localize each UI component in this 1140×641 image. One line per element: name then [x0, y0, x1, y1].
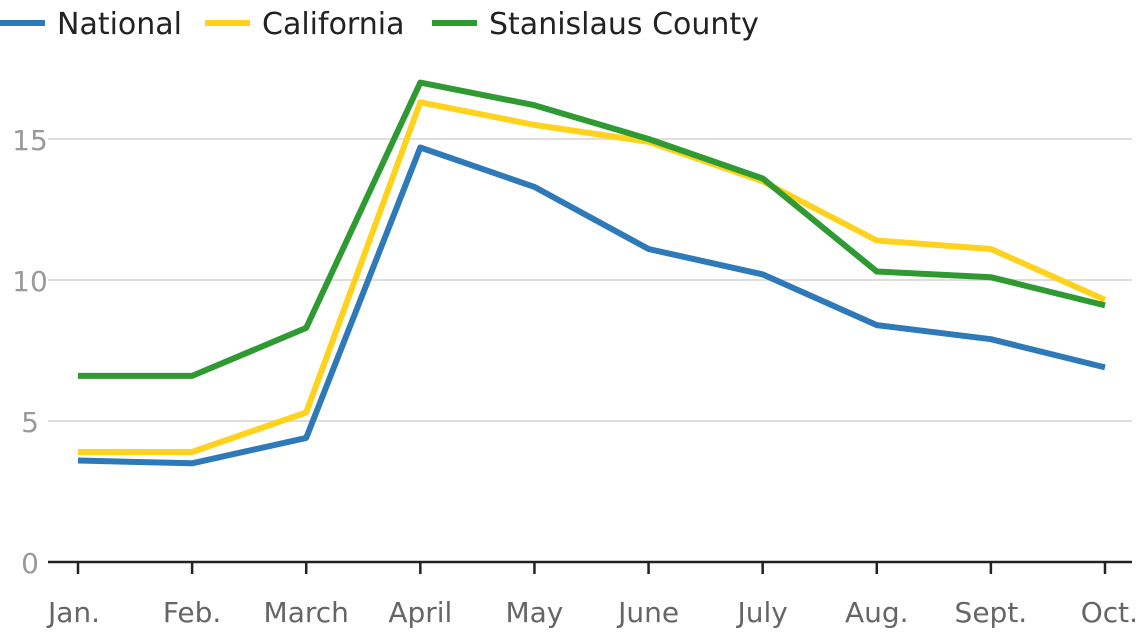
x-tick-label: July	[735, 596, 787, 629]
x-tick-label: Jan.	[46, 596, 100, 629]
x-axis	[48, 560, 1132, 574]
grid-lines	[48, 138, 1132, 422]
legend: National California Stanislaus County	[0, 7, 759, 42]
y-tick-label: 10	[12, 265, 48, 298]
legend-label: California	[262, 7, 404, 42]
y-tick-label: 0	[21, 547, 39, 580]
x-tick-label: Aug.	[845, 596, 909, 629]
series-line-california	[78, 99, 1107, 455]
x-tick-label: Oct.	[1081, 596, 1138, 629]
y-axis-ticks: 0 5 10 15	[12, 124, 48, 580]
y-tick-label: 15	[12, 124, 48, 157]
x-tick-label: May	[505, 596, 563, 629]
series-lines	[77, 79, 1107, 467]
series-line-stanislaus-county	[78, 79, 1106, 379]
x-axis-ticks: Jan. Feb. March April May June July Aug. Sept. Oc…	[46, 596, 1138, 629]
legend-label: National	[57, 7, 182, 42]
x-tick-label: April	[388, 596, 452, 629]
y-tick-label: 5	[21, 406, 39, 439]
x-tick-label: June	[616, 596, 679, 629]
x-tick-label: Feb.	[163, 596, 221, 629]
x-tick-label: March	[264, 596, 349, 629]
series-line-national	[77, 144, 1106, 467]
x-tick-label: Sept.	[955, 596, 1028, 629]
legend-label: Stanislaus County	[489, 7, 759, 42]
